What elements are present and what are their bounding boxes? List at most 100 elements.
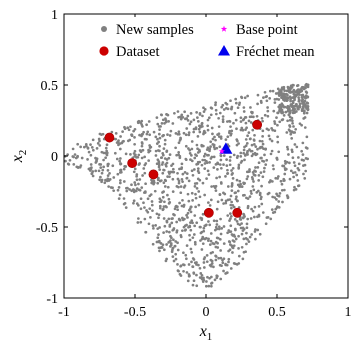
- new-sample-point: [266, 106, 269, 109]
- new-sample-point: [289, 169, 293, 173]
- new-sample-point: [246, 175, 250, 178]
- new-sample-point: [158, 200, 162, 204]
- new-sample-point: [201, 280, 205, 283]
- new-sample-point: [179, 136, 182, 140]
- new-sample-point: [252, 115, 255, 119]
- new-sample-point: [242, 237, 246, 241]
- new-sample-point: [214, 101, 218, 104]
- new-sample-point: [100, 171, 104, 175]
- new-sample-point: [161, 195, 165, 199]
- new-sample-point: [190, 140, 194, 143]
- new-sample-point: [89, 163, 93, 166]
- new-sample-point: [185, 117, 189, 120]
- new-sample-point: [238, 101, 242, 105]
- new-sample-point: [268, 137, 272, 141]
- new-sample-point: [228, 129, 231, 133]
- new-sample-point: [115, 157, 119, 161]
- new-sample-point: [243, 181, 246, 185]
- new-sample-point: [193, 261, 197, 265]
- new-sample-point: [306, 157, 309, 161]
- new-sample-point: [240, 232, 244, 236]
- new-sample-point: [172, 259, 176, 263]
- new-sample-point: [270, 139, 274, 143]
- new-sample-point: [207, 237, 210, 241]
- new-sample-point: [192, 168, 196, 171]
- dataset-point: [104, 132, 115, 143]
- new-sample-point: [151, 224, 155, 228]
- new-sample-point: [205, 177, 208, 180]
- new-sample-point: [256, 147, 259, 151]
- new-sample-point: [261, 142, 265, 146]
- new-sample-point: [154, 224, 157, 227]
- new-sample-point: [156, 236, 160, 240]
- new-sample-point: [266, 109, 270, 113]
- new-sample-point: [197, 127, 201, 131]
- new-sample-point: [209, 198, 213, 202]
- new-sample-point: [283, 188, 286, 192]
- new-sample-point: [137, 188, 141, 192]
- new-sample-point: [209, 232, 213, 235]
- new-sample-point: [202, 226, 206, 230]
- new-sample-point: [173, 244, 177, 248]
- new-sample-point: [257, 205, 261, 208]
- new-sample-point: [245, 126, 248, 130]
- new-sample-point: [138, 149, 142, 152]
- dataset-point: [252, 119, 263, 130]
- new-sample-point: [217, 227, 221, 231]
- new-sample-point: [95, 147, 99, 150]
- new-sample-point: [157, 132, 161, 136]
- new-sample-point: [178, 201, 181, 205]
- new-sample-point: [200, 217, 204, 220]
- new-sample-point: [268, 97, 272, 100]
- new-sample-point: [247, 131, 251, 134]
- new-sample-point: [273, 120, 276, 123]
- new-sample-point: [215, 274, 219, 278]
- new-sample-point: [289, 84, 293, 88]
- new-sample-point: [97, 169, 101, 173]
- new-sample-point: [107, 185, 110, 188]
- new-sample-point: [277, 200, 281, 203]
- new-sample-point: [202, 154, 206, 158]
- new-sample-point: [147, 120, 151, 123]
- new-sample-point: [178, 167, 181, 171]
- new-sample-point: [162, 217, 166, 220]
- new-sample-point: [212, 184, 216, 188]
- new-sample-point: [257, 179, 261, 182]
- new-sample-point: [225, 102, 229, 106]
- new-sample-point: [186, 192, 190, 196]
- new-sample-point: [292, 83, 295, 87]
- new-sample-point: [235, 220, 239, 223]
- new-sample-point: [106, 162, 110, 166]
- new-sample-point: [163, 200, 166, 204]
- new-sample-point: [163, 122, 166, 125]
- new-sample-point: [240, 126, 244, 130]
- new-sample-point: [222, 154, 226, 157]
- new-sample-point: [235, 178, 239, 182]
- new-sample-point: [214, 103, 217, 107]
- new-sample-point: [235, 195, 238, 199]
- new-sample-point: [201, 158, 205, 162]
- new-sample-point: [293, 131, 297, 134]
- new-sample-point: [213, 135, 216, 139]
- new-sample-point: [296, 107, 300, 111]
- new-sample-point: [267, 128, 270, 132]
- new-sample-point: [198, 111, 202, 115]
- new-sample-point: [197, 190, 201, 193]
- new-sample-point: [122, 197, 126, 200]
- dataset-point: [232, 207, 243, 218]
- new-sample-point: [226, 214, 230, 217]
- new-sample-point: [158, 168, 162, 171]
- new-sample-point: [183, 110, 186, 114]
- new-sample-point: [204, 284, 208, 288]
- new-sample-point: [165, 219, 169, 223]
- new-sample-point: [293, 98, 296, 102]
- new-sample-point: [87, 167, 91, 171]
- new-sample-point: [277, 98, 281, 101]
- new-sample-point: [163, 157, 167, 160]
- new-sample-point: [257, 213, 261, 217]
- new-sample-point: [177, 141, 181, 145]
- new-sample-point: [177, 181, 181, 185]
- new-sample-point: [195, 186, 199, 190]
- new-sample-point: [250, 207, 253, 211]
- new-sample-point: [228, 120, 232, 123]
